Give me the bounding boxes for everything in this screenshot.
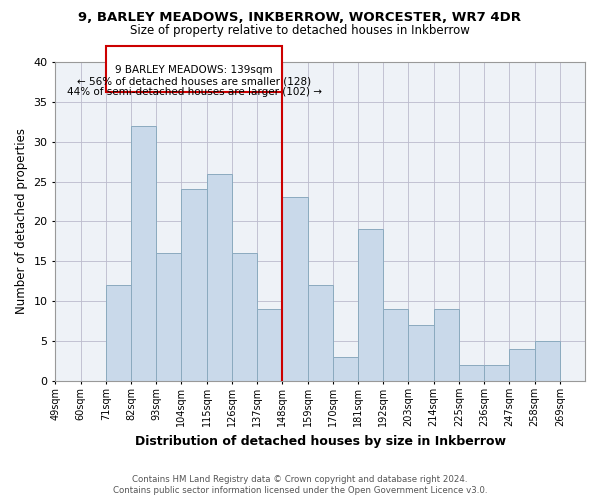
Bar [459, 365, 484, 381]
Bar [333, 357, 358, 381]
X-axis label: Distribution of detached houses by size in Inkberrow: Distribution of detached houses by size … [134, 434, 506, 448]
Text: 9, BARLEY MEADOWS, INKBERROW, WORCESTER, WR7 4DR: 9, BARLEY MEADOWS, INKBERROW, WORCESTER,… [79, 11, 521, 24]
Bar [156, 254, 181, 381]
Bar [535, 341, 560, 381]
Bar [509, 349, 535, 381]
FancyBboxPatch shape [106, 46, 283, 92]
Text: ← 56% of detached houses are smaller (128): ← 56% of detached houses are smaller (12… [77, 77, 311, 87]
Text: Contains HM Land Registry data © Crown copyright and database right 2024.: Contains HM Land Registry data © Crown c… [132, 475, 468, 484]
Bar [106, 286, 131, 381]
Bar [383, 310, 409, 381]
Bar [434, 310, 459, 381]
Bar [257, 310, 283, 381]
Bar [409, 325, 434, 381]
Bar [308, 286, 333, 381]
Y-axis label: Number of detached properties: Number of detached properties [15, 128, 28, 314]
Text: 44% of semi-detached houses are larger (102) →: 44% of semi-detached houses are larger (… [67, 88, 322, 98]
Text: Size of property relative to detached houses in Inkberrow: Size of property relative to detached ho… [130, 24, 470, 37]
Bar [232, 254, 257, 381]
Bar [283, 198, 308, 381]
Text: 9 BARLEY MEADOWS: 139sqm: 9 BARLEY MEADOWS: 139sqm [115, 65, 273, 75]
Text: Contains public sector information licensed under the Open Government Licence v3: Contains public sector information licen… [113, 486, 487, 495]
Bar [484, 365, 509, 381]
Bar [131, 126, 156, 381]
Bar [181, 190, 206, 381]
Bar [206, 174, 232, 381]
Bar [358, 230, 383, 381]
